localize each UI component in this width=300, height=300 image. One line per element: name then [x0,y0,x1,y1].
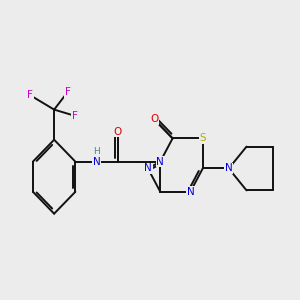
Text: S: S [200,134,206,143]
Text: F: F [27,90,33,100]
Text: H: H [93,147,100,156]
Text: F: F [72,111,78,121]
Text: N: N [156,157,164,166]
Text: O: O [114,127,122,136]
Text: N: N [93,157,101,166]
Text: N: N [225,164,232,173]
Text: O: O [150,114,158,124]
Text: N: N [187,187,194,197]
Text: F: F [65,87,71,97]
Text: N: N [144,164,152,173]
